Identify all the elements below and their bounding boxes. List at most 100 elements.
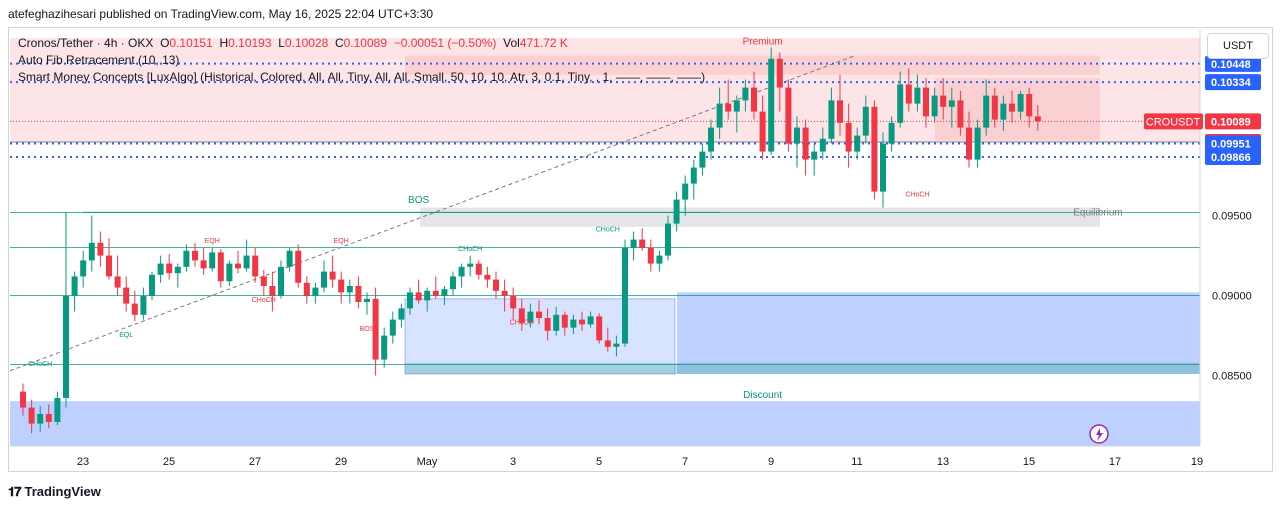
candle-body xyxy=(759,111,766,152)
candle-body xyxy=(114,276,121,288)
candle-body xyxy=(192,250,198,261)
annotation-label: CHoCH xyxy=(596,227,620,234)
candle-body xyxy=(776,58,783,88)
candle-body xyxy=(97,242,104,256)
candle-body xyxy=(914,87,921,104)
candle-body xyxy=(45,414,52,422)
trend-line xyxy=(9,55,856,372)
candle-body xyxy=(432,290,439,296)
candle-body xyxy=(854,135,861,152)
time-tick-label: May xyxy=(417,456,438,468)
currency-button[interactable]: USDT xyxy=(1207,33,1269,59)
time-tick-label: 13 xyxy=(937,456,949,468)
candle-body xyxy=(398,308,405,320)
symbol-name[interactable]: Cronos/Tether · 4h · OKX xyxy=(18,36,154,50)
candle-body xyxy=(260,276,267,286)
candle-body xyxy=(295,250,302,283)
candle-body xyxy=(286,250,293,267)
candle-body xyxy=(467,263,474,267)
candle-body xyxy=(355,286,362,302)
lightning-icon xyxy=(1089,424,1109,444)
price-tick-label: 0.09500 xyxy=(1212,211,1252,223)
candle-body xyxy=(475,263,482,275)
candle-body xyxy=(785,87,792,144)
candle-body xyxy=(1034,116,1041,122)
candle-body xyxy=(183,250,190,267)
symbol-tag-bg xyxy=(1144,113,1203,130)
annotation-label: CHoCH xyxy=(905,191,929,198)
candle-body xyxy=(372,298,379,360)
price-tick-label: 0.09000 xyxy=(1212,291,1252,303)
candle-body xyxy=(1000,103,1007,120)
symbol-legend: Cronos/Tether · 4h · OKX O0.10151 H0.101… xyxy=(18,36,568,50)
candle-body xyxy=(484,274,491,280)
open-label: O xyxy=(160,36,170,50)
candle-body xyxy=(217,252,224,282)
volume-value: 471.72 K xyxy=(519,36,568,50)
candle-body xyxy=(880,143,886,192)
time-tick-label: 9 xyxy=(768,456,774,468)
candle-body xyxy=(364,298,370,302)
bullish-order-block xyxy=(677,292,1200,374)
price-label: 0.09951 xyxy=(1211,138,1251,150)
candle-body xyxy=(510,295,517,309)
discount-zone xyxy=(10,401,1200,446)
time-tick-label: 11 xyxy=(851,456,862,468)
candle-body xyxy=(716,103,723,128)
candle-body xyxy=(639,239,646,248)
price-label-bg xyxy=(1205,55,1261,72)
candle-body xyxy=(123,287,130,304)
bearish-order-block xyxy=(405,55,1100,75)
candle-body xyxy=(501,290,508,296)
equilibrium-zone xyxy=(420,207,1100,227)
candle-body xyxy=(794,127,800,144)
candle-body xyxy=(940,95,947,107)
discount-order-block xyxy=(405,362,1200,374)
candle-body xyxy=(948,100,955,107)
annotation-label: Premium xyxy=(743,36,783,47)
candle-body xyxy=(553,314,560,331)
change-value: −0.00051 (−0.50%) xyxy=(393,36,497,50)
candle-body xyxy=(424,290,431,301)
time-tick-label: 3 xyxy=(510,456,516,468)
tradingview-logo[interactable]: 𝟏𝟕 TradingView xyxy=(8,484,101,500)
symbol-tag-label: CROUSDT xyxy=(1146,116,1201,128)
indicator-smc-legend[interactable]: Smart Money Concepts [LuxAlgo] (Historic… xyxy=(18,70,706,84)
candle-body xyxy=(226,263,233,282)
candle-body xyxy=(665,223,671,256)
candle-body xyxy=(596,316,603,341)
candle-body xyxy=(1017,94,1024,112)
candle-body xyxy=(321,271,327,288)
candle-body xyxy=(957,100,964,128)
candle-body xyxy=(131,303,138,315)
annotation-label: CHoCH xyxy=(252,297,276,304)
indicator-fib-legend[interactable]: Auto Fib Retracement (10, 13) xyxy=(18,53,180,67)
price-label: 0.10448 xyxy=(1211,59,1251,71)
candle-body xyxy=(604,340,611,347)
candle-body xyxy=(837,100,843,123)
time-tick-label: 15 xyxy=(1023,456,1035,468)
premium-zone xyxy=(10,38,1200,142)
annotation-label: CHoCH xyxy=(28,361,52,368)
price-label: 0.10089 xyxy=(1211,116,1251,128)
candle-body xyxy=(140,295,147,315)
tradingview-logo-text: TradingView xyxy=(24,484,101,499)
open-value: 0.10151 xyxy=(169,36,213,50)
candle-body xyxy=(329,271,336,280)
candle-body xyxy=(389,319,396,336)
candle-body xyxy=(243,255,250,269)
candle-body xyxy=(174,266,181,274)
close-label: C xyxy=(334,36,344,50)
annotation-label: EQH xyxy=(334,238,349,245)
candle-body xyxy=(252,255,259,277)
candle-body xyxy=(200,260,207,269)
candle-body xyxy=(166,263,173,274)
candle-body xyxy=(708,127,714,152)
price-label: 0.10334 xyxy=(1211,77,1252,89)
candle-body xyxy=(828,100,835,139)
candle-body xyxy=(622,247,628,344)
candle-body xyxy=(303,282,310,296)
candle-body xyxy=(346,286,353,293)
price-label: 0.09866 xyxy=(1211,152,1251,164)
